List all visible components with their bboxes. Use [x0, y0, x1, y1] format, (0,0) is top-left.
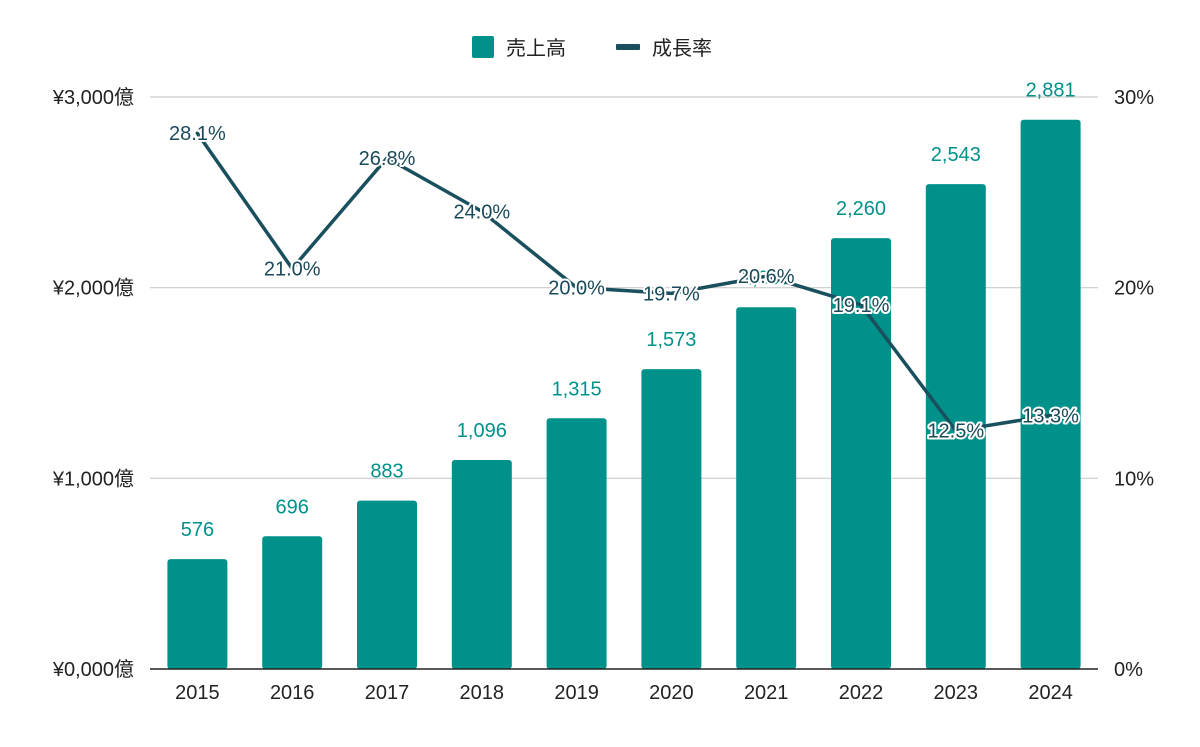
- axes: ¥0,000億 ¥1,000億 ¥2,000億 ¥3,000億 0% 10% 20% 30% 2…: [52, 86, 1154, 704]
- bar-2020: [641, 369, 702, 669]
- y-right-tick-label: 0%: [1114, 659, 1143, 681]
- growth-label-halo: 19.7%: [643, 283, 700, 305]
- bar-2019: [546, 418, 607, 669]
- bar-2018: [451, 460, 512, 669]
- bar-value-label: 2,260: [836, 198, 886, 220]
- bar-value-label: 2,881: [1026, 80, 1076, 102]
- growth-value-label: 24.0%: [453, 201, 510, 223]
- growth-label-halo: 21.0%: [264, 259, 321, 281]
- bar-2016: [262, 536, 323, 669]
- x-tick-label: 2024: [1028, 682, 1073, 704]
- x-tick-label: 2023: [934, 682, 979, 704]
- bar-value-labels: 576 696 883 1,096 1,315 1,573 1,897 2,260 2,543 2…: [181, 80, 1076, 541]
- growth-label-halo: 13.3%: [1022, 405, 1079, 427]
- legend-swatch-sales: [472, 36, 494, 58]
- bar-value-label: 883: [370, 461, 403, 483]
- bar-2022: [831, 238, 891, 670]
- legend-label-sales: 売上高: [506, 37, 566, 60]
- growth-value-label: 20.6%: [738, 266, 795, 288]
- y-right-tick-label: 20%: [1114, 278, 1154, 300]
- growth-line-series: [195, 131, 1053, 433]
- x-tick-label: 2018: [460, 682, 505, 704]
- x-tick-label: 2016: [270, 682, 315, 704]
- x-tick-label: 2015: [175, 682, 220, 704]
- growth-value-labels: 28.1%28.1%21.0%21.0%26.8%26.8%24.0%24.0%…: [167, 121, 1081, 444]
- y-left-tick-label: ¥1,000億: [52, 467, 134, 490]
- x-tick-label: 2021: [744, 682, 789, 704]
- bar-2021: [736, 307, 797, 669]
- legend-swatch-growth: [616, 44, 640, 50]
- growth-label-halo: 26.8%: [359, 148, 416, 170]
- growth-value-label: 28.1%: [169, 123, 226, 145]
- bar-value-label: 1,573: [646, 329, 696, 351]
- growth-line: [195, 131, 1053, 433]
- bar-value-label: 576: [181, 519, 214, 541]
- x-tick-label: 2019: [554, 682, 599, 704]
- y-right-tick-label: 10%: [1114, 468, 1154, 490]
- bar-2024: [1020, 119, 1081, 669]
- legend: 売上高 成長率: [472, 36, 712, 60]
- growth-label-halo: 20.6%: [738, 266, 795, 288]
- growth-label-halo: 24.0%: [453, 201, 510, 223]
- growth-label-halo: 19.1%: [833, 295, 890, 317]
- x-tick-label: 2022: [839, 682, 884, 704]
- bar-value-label: 1,315: [552, 378, 602, 400]
- growth-label-halo: 12.5%: [927, 421, 984, 443]
- y-left-tick-label: ¥3,000億: [52, 86, 134, 109]
- bar-2015: [167, 559, 228, 669]
- bar-value-label: 1,897: [741, 267, 791, 289]
- growth-value-label: 13.3%: [1022, 405, 1079, 427]
- growth-value-label: 19.7%: [643, 283, 700, 305]
- bar-2023: [925, 184, 986, 669]
- growth-value-label: 12.5%: [927, 421, 984, 443]
- y-right-tick-label: 30%: [1114, 87, 1154, 109]
- legend-label-growth: 成長率: [652, 37, 712, 60]
- x-tick-label: 2017: [365, 682, 410, 704]
- bar-2017: [357, 500, 417, 669]
- bar-value-label: 2,543: [931, 144, 981, 166]
- bar-series: [167, 119, 1081, 670]
- growth-label-halo: 28.1%: [169, 123, 226, 145]
- growth-value-label: 26.8%: [359, 148, 416, 170]
- growth-value-label: 20.0%: [548, 278, 605, 300]
- growth-value-label: 21.0%: [264, 259, 321, 281]
- growth-value-label: 19.1%: [833, 295, 890, 317]
- bar-value-label: 1,096: [457, 420, 507, 442]
- growth-label-halo: 20.0%: [548, 278, 605, 300]
- bar-value-label: 696: [276, 496, 309, 518]
- x-tick-label: 2020: [649, 682, 694, 704]
- y-left-tick-label: ¥2,000億: [52, 277, 134, 300]
- y-left-tick-label: ¥0,000億: [52, 658, 134, 681]
